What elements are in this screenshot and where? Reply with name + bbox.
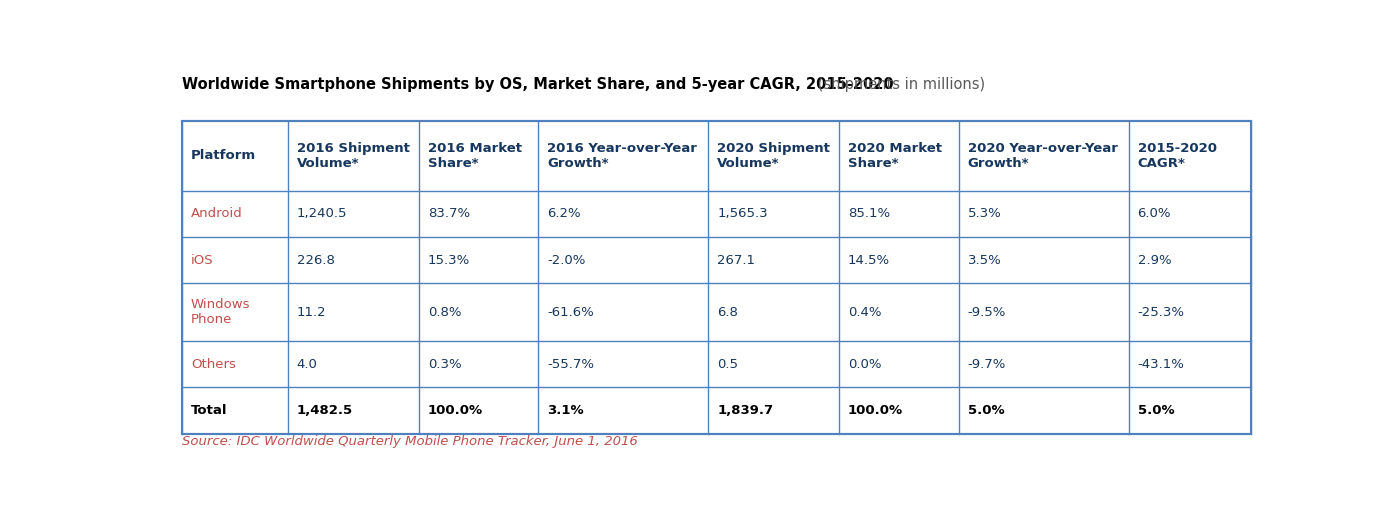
Text: 6.2%: 6.2%	[547, 207, 580, 220]
Text: 5.3%: 5.3%	[967, 207, 1001, 220]
Text: 2.9%: 2.9%	[1138, 254, 1172, 267]
Text: -9.5%: -9.5%	[967, 306, 1007, 319]
Text: Source: IDC Worldwide Quarterly Mobile Phone Tracker, June 1, 2016: Source: IDC Worldwide Quarterly Mobile P…	[182, 436, 637, 449]
Text: 2016 Market
Share*: 2016 Market Share*	[428, 142, 521, 170]
Text: 1,839.7: 1,839.7	[717, 404, 773, 417]
Text: 2016 Year-over-Year
Growth*: 2016 Year-over-Year Growth*	[547, 142, 698, 170]
Text: 226.8: 226.8	[296, 254, 334, 267]
Text: 15.3%: 15.3%	[428, 254, 470, 267]
Text: Platform: Platform	[192, 150, 256, 163]
Text: Android: Android	[192, 207, 243, 220]
Text: 83.7%: 83.7%	[428, 207, 470, 220]
Text: 6.8: 6.8	[717, 306, 738, 319]
Text: 6.0%: 6.0%	[1138, 207, 1172, 220]
Text: 1,565.3: 1,565.3	[717, 207, 768, 220]
Text: 100.0%: 100.0%	[428, 404, 482, 417]
Text: 2015-2020
CAGR*: 2015-2020 CAGR*	[1138, 142, 1216, 170]
Text: iOS: iOS	[192, 254, 214, 267]
Text: 2020 Market
Share*: 2020 Market Share*	[849, 142, 942, 170]
Text: 11.2: 11.2	[296, 306, 326, 319]
Text: -2.0%: -2.0%	[547, 254, 586, 267]
Text: Worldwide Smartphone Shipments by OS, Market Share, and 5-year CAGR, 2015-2020: Worldwide Smartphone Shipments by OS, Ma…	[182, 77, 893, 92]
Text: 85.1%: 85.1%	[849, 207, 891, 220]
Text: Others: Others	[192, 358, 236, 371]
Text: 14.5%: 14.5%	[849, 254, 891, 267]
Text: Windows
Phone: Windows Phone	[192, 298, 250, 326]
Text: 267.1: 267.1	[717, 254, 755, 267]
Text: -25.3%: -25.3%	[1138, 306, 1184, 319]
Bar	[182, 121, 1251, 433]
Text: 1,482.5: 1,482.5	[296, 404, 352, 417]
Text: -9.7%: -9.7%	[967, 358, 1007, 371]
Text: (shipments in millions): (shipments in millions)	[812, 77, 986, 92]
Text: -55.7%: -55.7%	[547, 358, 594, 371]
Text: 0.0%: 0.0%	[849, 358, 882, 371]
Text: -61.6%: -61.6%	[547, 306, 594, 319]
Text: -43.1%: -43.1%	[1138, 358, 1184, 371]
Text: 2020 Year-over-Year
Growth*: 2020 Year-over-Year Growth*	[967, 142, 1117, 170]
Text: 2016 Shipment
Volume*: 2016 Shipment Volume*	[296, 142, 410, 170]
Text: 5.0%: 5.0%	[1138, 404, 1174, 417]
Text: 0.4%: 0.4%	[849, 306, 882, 319]
Text: 4.0: 4.0	[296, 358, 317, 371]
Text: 2020 Shipment
Volume*: 2020 Shipment Volume*	[717, 142, 830, 170]
Text: Total: Total	[192, 404, 228, 417]
Text: 3.1%: 3.1%	[547, 404, 584, 417]
Text: 100.0%: 100.0%	[849, 404, 903, 417]
Text: 0.3%: 0.3%	[428, 358, 461, 371]
Text: 0.5: 0.5	[717, 358, 738, 371]
Text: 3.5%: 3.5%	[967, 254, 1001, 267]
Text: 1,240.5: 1,240.5	[296, 207, 347, 220]
Text: 0.8%: 0.8%	[428, 306, 461, 319]
Text: 5.0%: 5.0%	[967, 404, 1004, 417]
